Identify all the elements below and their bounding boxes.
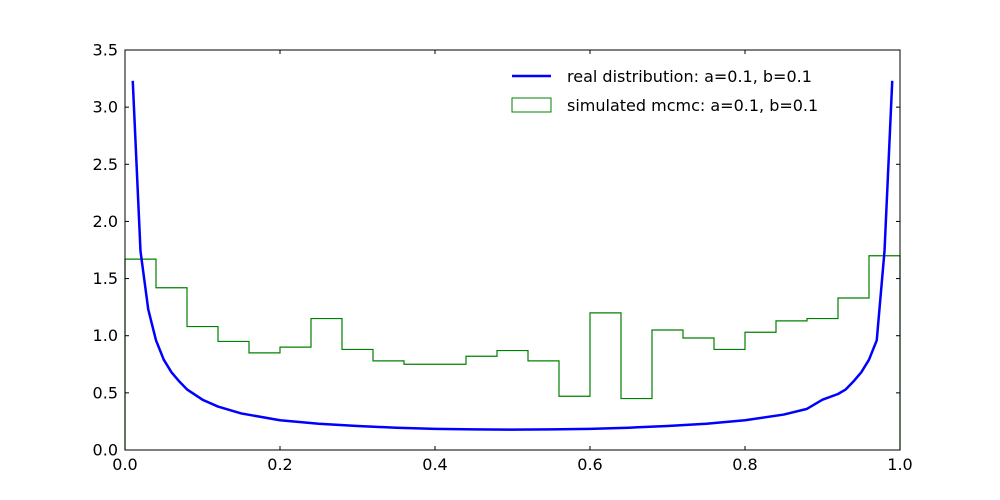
- y-tick-label: 2.0: [93, 212, 118, 231]
- histogram-bar: [280, 347, 311, 450]
- y-tick-label: 1.0: [93, 326, 118, 345]
- y-tick-label: 2.5: [93, 155, 118, 174]
- histogram-bar: [807, 319, 838, 450]
- histogram-bar: [404, 364, 435, 450]
- histogram-bar: [776, 321, 807, 450]
- y-tick-label: 3.0: [93, 98, 118, 117]
- histogram-bar: [125, 259, 156, 450]
- series-line-real-distribution: [131, 80, 894, 431]
- legend-label-simulated-mcmc: simulated mcmc: a=0.1, b=0.1: [567, 96, 818, 115]
- histogram-bar: [249, 353, 280, 450]
- histogram-bar: [745, 332, 776, 450]
- x-tick-label: 0.8: [732, 455, 757, 474]
- histogram-bar: [497, 351, 528, 450]
- histogram-bar: [342, 349, 373, 450]
- y-tick-label: 1.5: [93, 269, 118, 288]
- x-tick-label: 0.2: [267, 455, 292, 474]
- histogram-bar: [621, 399, 652, 450]
- histogram-bar: [559, 396, 590, 450]
- legend: real distribution: a=0.1, b=0.1 simulate…: [511, 67, 818, 115]
- histogram-bar: [714, 349, 745, 450]
- y-tick-label: 3.5: [93, 41, 118, 60]
- histogram-bar: [652, 330, 683, 450]
- histogram-bar: [218, 341, 249, 450]
- histogram-outline: [124, 255, 901, 450]
- histogram-bar: [528, 361, 559, 450]
- line-layer: [131, 80, 894, 431]
- x-tick-label: 0.6: [577, 455, 602, 474]
- plot-area: [124, 80, 901, 450]
- histogram-bar: [311, 319, 342, 450]
- histogram-bar: [683, 338, 714, 450]
- axis-ticks: 0.0 0.2 0.4 0.6 0.8 1.0 0.0 0.5 1.0 1.5 2.0 2.5 3.0 3…: [93, 41, 913, 475]
- histogram-bar: [838, 298, 869, 450]
- legend-swatch-simulated-mcmc: [511, 97, 552, 113]
- x-tick-label: 1.0: [887, 455, 912, 474]
- histogram-bar: [187, 327, 218, 450]
- histogram-bar: [466, 356, 497, 450]
- histogram-bar: [156, 288, 187, 450]
- legend-label-real-distribution: real distribution: a=0.1, b=0.1: [567, 67, 812, 86]
- histogram-bar: [435, 364, 466, 450]
- y-tick-label: 0.5: [93, 383, 118, 402]
- x-tick-label: 0.0: [112, 455, 137, 474]
- histogram-bar: [373, 361, 404, 450]
- histogram-bar: [869, 256, 900, 450]
- histogram-layer: [124, 255, 901, 450]
- y-tick-label: 0.0: [93, 441, 118, 460]
- x-tick-label: 0.4: [422, 455, 447, 474]
- axes-frame: [124, 49, 901, 451]
